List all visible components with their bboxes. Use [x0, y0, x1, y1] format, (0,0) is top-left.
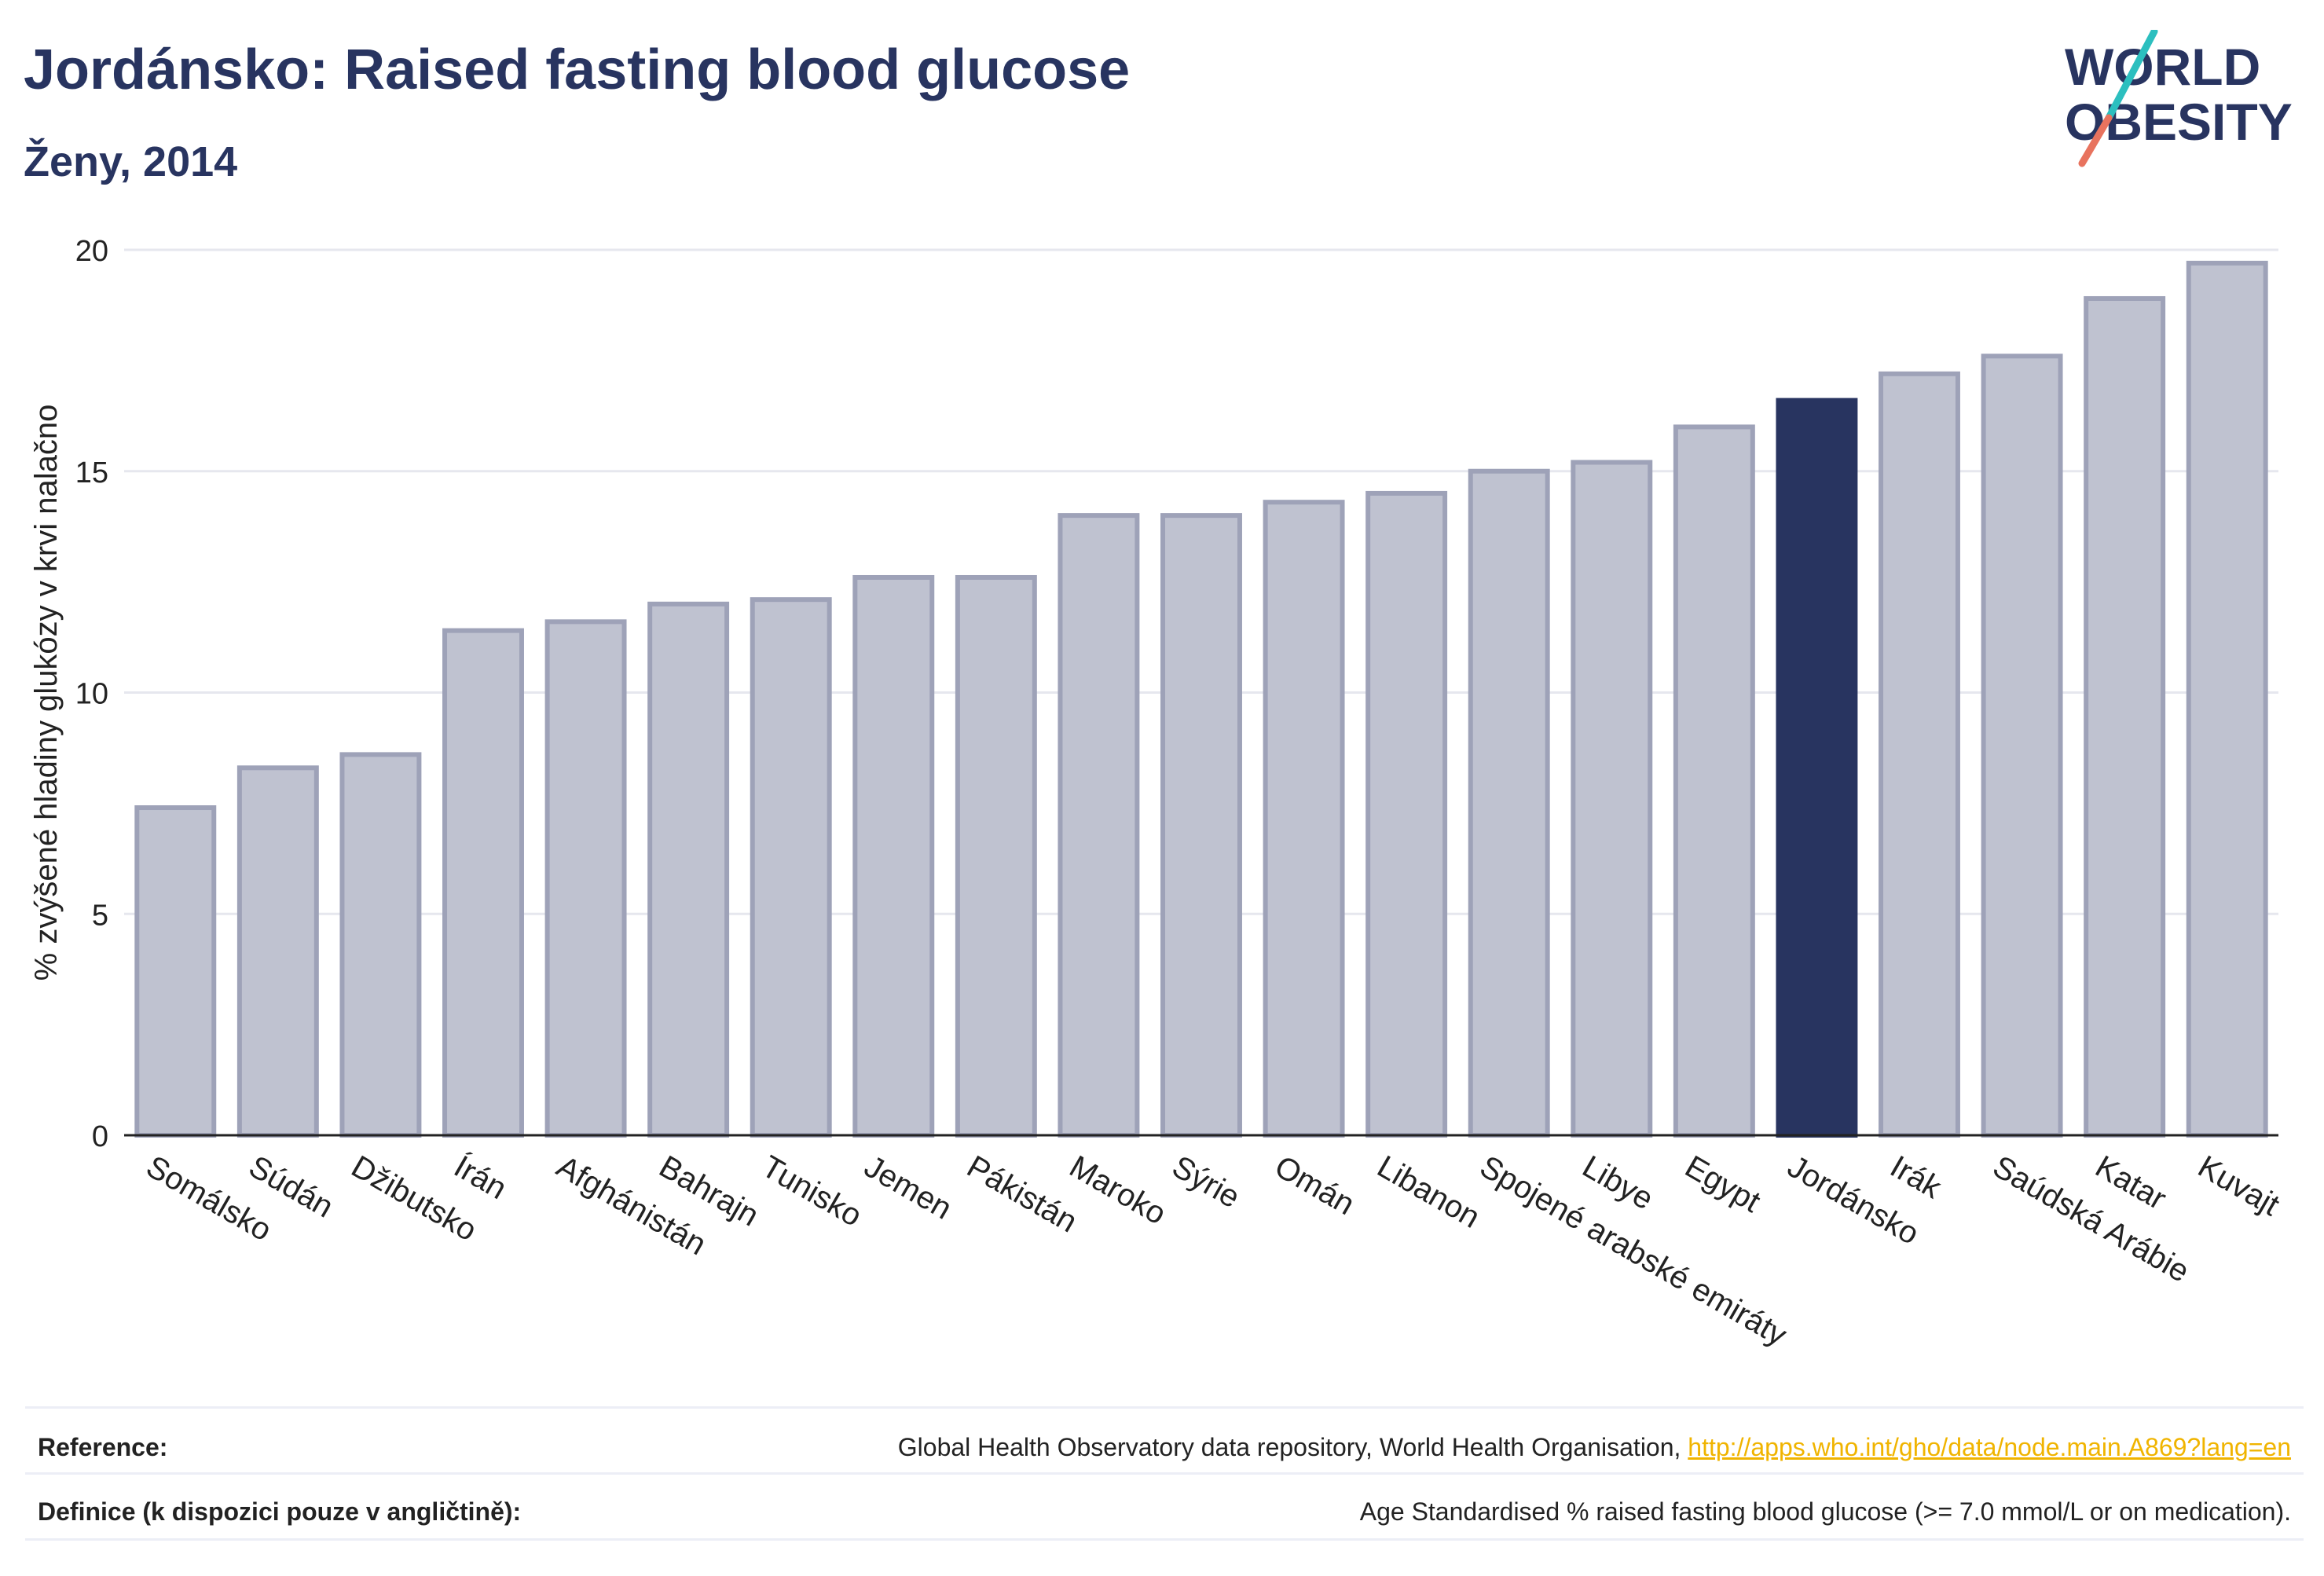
reference-label: Reference: — [38, 1432, 168, 1461]
bar-8 — [852, 574, 935, 1138]
bar-17 — [1776, 398, 1858, 1138]
bar-1 — [134, 805, 217, 1138]
bar-4 — [442, 628, 524, 1138]
x-tick-label: Pákistán — [961, 1149, 1083, 1240]
bar-10 — [1058, 513, 1140, 1138]
y-tick-label: 0 — [92, 1120, 108, 1153]
footer-reference-row: Reference: Global Health Observatory dat… — [25, 1414, 2304, 1480]
bar-9 — [955, 574, 1037, 1138]
logo-slash-coral — [2078, 114, 2113, 167]
x-tick-label: Libanon — [1372, 1149, 1486, 1235]
bar-5 — [544, 619, 627, 1138]
y-tick-label: 15 — [75, 456, 108, 489]
logo-slash-teal — [2105, 30, 2158, 122]
x-tick-label: Irák — [1885, 1149, 1948, 1206]
y-tick-label: 20 — [75, 235, 108, 268]
x-tick-label: Írán — [449, 1149, 513, 1206]
definition-label: Definice (k dispozici pouze v angličtině… — [38, 1497, 522, 1526]
bar-3 — [339, 752, 422, 1138]
bar-14 — [1468, 468, 1550, 1138]
x-tick-label: Saúdská Arábie — [1987, 1149, 2195, 1289]
footer-divider-middle — [25, 1472, 2304, 1475]
bar-7 — [750, 597, 832, 1138]
bar-6 — [647, 601, 730, 1138]
bar-13 — [1365, 490, 1448, 1138]
page-subtitle: Ženy, 2014 — [24, 138, 238, 185]
x-tick-label: Jemen — [859, 1149, 958, 1226]
reference-link[interactable]: http://apps.who.int/gho/data/node.main.A… — [1688, 1432, 2291, 1461]
reference-value: Global Health Observatory data repositor… — [898, 1433, 2304, 1462]
bar-18 — [1879, 371, 1960, 1138]
y-tick-labels: 0 5 10 15 20 — [75, 235, 108, 1153]
definition-text: Age Standardised % raised fasting blood … — [1359, 1497, 2291, 1526]
y-tick-label: 10 — [75, 678, 108, 711]
x-tick-label: Omán — [1269, 1149, 1360, 1222]
bar-16 — [1673, 424, 1755, 1138]
world-obesity-logo: WORLD OBESITY — [2065, 30, 2293, 167]
x-tick-label: Egypt — [1679, 1149, 1766, 1219]
reference-text: Global Health Observatory data repositor… — [897, 1432, 1681, 1461]
bars — [134, 260, 2268, 1138]
x-tick-label: Kuvajt — [2192, 1149, 2285, 1223]
x-tick-label: Maroko — [1064, 1149, 1172, 1232]
bar-11 — [1160, 513, 1242, 1138]
y-tick-label: 5 — [92, 899, 108, 932]
bar-19 — [1981, 354, 2063, 1138]
bar-21 — [2186, 260, 2268, 1138]
x-tick-label: Sýrie — [1167, 1149, 1246, 1215]
footer-divider-bottom — [25, 1538, 2304, 1541]
page-title: Jordánsko: Raised fasting blood glucose — [24, 38, 1131, 101]
footer-definition-row: Definice (k dispozici pouze v angličtině… — [25, 1479, 2304, 1545]
bar-12 — [1263, 500, 1345, 1138]
x-tick-label: Tunisko — [756, 1149, 867, 1233]
logo-line1: WORLD — [2065, 38, 2260, 96]
y-axis-label: % zvýšené hladiny glukózy v krvi nalačno — [29, 405, 64, 981]
footer-divider-top — [25, 1406, 2304, 1409]
bar-2 — [236, 765, 319, 1138]
bar-15 — [1571, 460, 1653, 1138]
bar-20 — [2084, 295, 2166, 1138]
